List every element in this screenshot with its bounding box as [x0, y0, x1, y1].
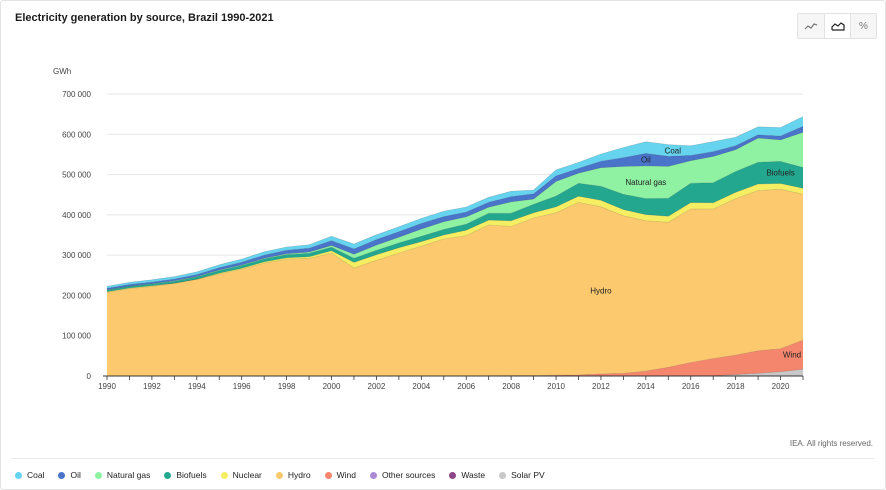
- legend-swatch: [449, 471, 457, 479]
- legend-item-waste[interactable]: Waste: [449, 470, 485, 480]
- y-axis-unit: GWh: [53, 67, 71, 76]
- chart-title: Electricity generation by source, Brazil…: [15, 12, 274, 24]
- credit-text: IEA. All rights reserved.: [789, 439, 873, 448]
- legend-item-oil[interactable]: Oil: [58, 470, 81, 480]
- x-tick-label: 1992: [143, 382, 161, 391]
- x-tick-label: 2002: [368, 382, 386, 391]
- legend-label: Biofuels: [176, 470, 207, 480]
- y-tick-label: 400 000: [62, 211, 91, 220]
- x-tick-label: 1998: [278, 382, 296, 391]
- series-label-hydro: Hydro: [590, 286, 612, 295]
- y-tick-label: 700 000: [62, 90, 91, 99]
- series-label-oil: Oil: [641, 156, 651, 165]
- legend-label: Hydro: [287, 470, 311, 480]
- x-tick-label: 2020: [772, 382, 790, 391]
- chart-view-toolbar: %: [797, 13, 877, 39]
- legend-label: Oil: [70, 470, 81, 480]
- x-tick-label: 2008: [502, 382, 520, 391]
- series-area-nuclear: [107, 183, 803, 293]
- legend-item-other-sources[interactable]: Other sources: [369, 470, 436, 480]
- series-label-coal: Coal: [665, 147, 682, 156]
- legend-label: Solar PV: [511, 470, 545, 480]
- series-label-natural-gas: Natural gas: [625, 178, 666, 187]
- legend-swatch: [58, 471, 66, 479]
- x-tick-label: 2018: [727, 382, 745, 391]
- legend-label: Nuclear: [232, 470, 262, 480]
- legend-swatch: [324, 471, 332, 479]
- legend-label: Waste: [461, 470, 486, 480]
- y-tick-label: 600 000: [62, 130, 91, 139]
- x-tick-label: 1996: [233, 382, 251, 391]
- x-tick-label: 2004: [412, 382, 430, 391]
- series-line-hydro: [106, 188, 804, 293]
- y-tick-label: 200 000: [62, 291, 91, 300]
- x-tick-label: 2006: [457, 382, 475, 391]
- series-line-nuclear: [106, 183, 804, 292]
- series-area-solar-pv: [107, 369, 803, 376]
- series-line-natural-gas: [106, 132, 804, 291]
- series-area-hydro: [107, 189, 803, 376]
- y-tick-label: 300 000: [62, 251, 91, 260]
- line-chart-icon: [804, 23, 818, 30]
- x-tick-label: 2012: [592, 382, 610, 391]
- series-area-wind: [107, 340, 803, 376]
- legend-item-nuclear[interactable]: Nuclear: [220, 470, 262, 480]
- y-tick-label: 500 000: [62, 171, 91, 180]
- legend-label: Other sources: [381, 470, 436, 480]
- legend-item-natural-gas[interactable]: Natural gas: [94, 470, 151, 480]
- line-chart-button[interactable]: [798, 14, 824, 38]
- series-label-wind: Wind: [783, 351, 801, 360]
- series-label-biofuels: Biofuels: [766, 168, 794, 177]
- x-tick-label: 2000: [323, 382, 341, 391]
- legend-label: Wind: [336, 470, 356, 480]
- chart-legend: Coal Oil Natural gas Biofuels Nuclear Hydro Wi…: [15, 470, 545, 480]
- legend-item-coal[interactable]: Coal: [15, 470, 44, 480]
- series-area-biofuels: [107, 161, 803, 292]
- series-line-oil: [106, 126, 804, 289]
- series-area-natural-gas: [107, 132, 803, 291]
- x-tick-label: 1994: [188, 382, 206, 391]
- legend-swatch: [220, 471, 228, 479]
- legend-swatch: [275, 471, 283, 479]
- y-tick-label: 0: [87, 372, 92, 381]
- legend-divider: [11, 458, 875, 459]
- legend-label: Coal: [27, 470, 45, 480]
- x-tick-label: 2014: [637, 382, 655, 391]
- area-chart: 0 100 000 200 000 300 000 400 000 500 000 600 …: [53, 67, 804, 391]
- area-chart-icon: [830, 22, 845, 31]
- x-tick-label: 2016: [682, 382, 700, 391]
- area-chart-button[interactable]: [824, 14, 850, 38]
- legend-item-hydro[interactable]: Hydro: [275, 470, 311, 480]
- x-tick-label: 2010: [547, 382, 565, 391]
- legend-swatch: [94, 471, 102, 479]
- legend-swatch: [369, 471, 377, 479]
- legend-item-biofuels[interactable]: Biofuels: [164, 470, 207, 480]
- legend-swatch: [499, 471, 507, 479]
- legend-swatch: [164, 471, 172, 479]
- x-tick-label: 1990: [98, 382, 116, 391]
- legend-swatch: [15, 471, 22, 479]
- legend-item-wind[interactable]: Wind: [324, 470, 356, 480]
- legend-item-solar-pv[interactable]: Solar PV: [499, 470, 545, 480]
- series-line-coal: [106, 116, 804, 287]
- percent-button[interactable]: %: [850, 14, 876, 38]
- y-tick-label: 100 000: [62, 332, 91, 341]
- series-line-biofuels: [106, 161, 804, 291]
- percent-icon: %: [859, 20, 868, 32]
- legend-label: Natural gas: [106, 470, 151, 480]
